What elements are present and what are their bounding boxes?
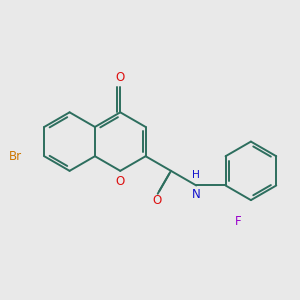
Text: Br: Br [9,150,22,163]
Text: F: F [235,214,242,228]
Text: O: O [153,194,162,207]
Text: N: N [192,188,201,200]
Text: O: O [116,71,125,84]
Text: O: O [116,175,125,188]
Text: H: H [192,170,200,180]
